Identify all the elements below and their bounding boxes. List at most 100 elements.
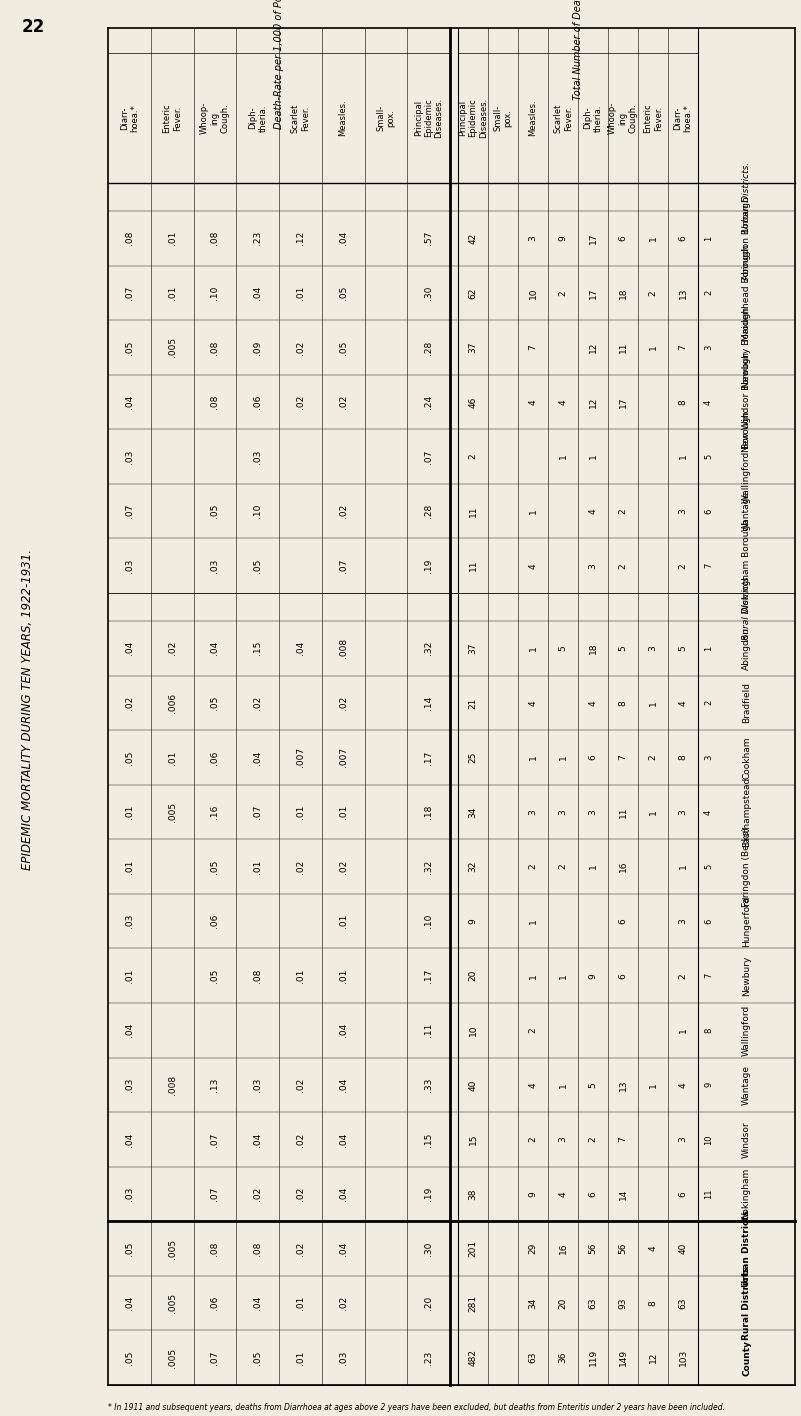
Text: 4: 4 <box>589 508 598 514</box>
Text: .07: .07 <box>211 1351 219 1365</box>
Text: Whoop-
ing
Cough.: Whoop- ing Cough. <box>608 102 638 135</box>
Text: .04: .04 <box>125 1133 134 1147</box>
Text: 9: 9 <box>558 235 567 241</box>
Text: .01: .01 <box>296 1296 305 1310</box>
Text: .007: .007 <box>296 748 305 767</box>
Text: .19: .19 <box>424 558 433 573</box>
Text: 8: 8 <box>649 1300 658 1306</box>
Text: 4: 4 <box>558 399 567 405</box>
Text: 3: 3 <box>678 809 687 814</box>
Text: .17: .17 <box>424 969 433 983</box>
Text: 62: 62 <box>469 287 477 299</box>
Text: .02: .02 <box>339 1296 348 1310</box>
Text: .02: .02 <box>339 860 348 874</box>
Text: .33: .33 <box>424 1078 433 1092</box>
Text: .01: .01 <box>125 860 134 874</box>
Text: .02: .02 <box>296 1133 305 1147</box>
Text: Abingdon Borough: Abingdon Borough <box>742 197 751 280</box>
Text: Bradfield: Bradfield <box>742 683 751 724</box>
Text: .04: .04 <box>339 1024 348 1038</box>
Text: .005: .005 <box>167 1293 177 1313</box>
Text: Rural Districts: Rural Districts <box>742 1266 751 1340</box>
Text: .07: .07 <box>424 449 433 464</box>
Text: .09: .09 <box>253 340 262 354</box>
Text: .02: .02 <box>296 395 305 409</box>
Text: .06: .06 <box>253 395 262 409</box>
Text: 1: 1 <box>649 344 658 350</box>
Text: 9: 9 <box>589 973 598 978</box>
Text: Wokingham Borough: Wokingham Borough <box>742 518 751 613</box>
Text: .007: .007 <box>339 748 348 767</box>
Text: .04: .04 <box>296 641 305 656</box>
Text: 9: 9 <box>704 1082 713 1087</box>
Text: 4: 4 <box>704 810 713 814</box>
Text: .08: .08 <box>211 395 219 409</box>
Text: .07: .07 <box>339 558 348 573</box>
Text: 10: 10 <box>704 1134 713 1144</box>
Text: Urban Districts: Urban Districts <box>742 1211 751 1287</box>
Text: 149: 149 <box>618 1349 627 1366</box>
Text: Wantage: Wantage <box>742 1065 751 1104</box>
Text: .24: .24 <box>424 395 433 409</box>
Text: 1: 1 <box>558 1082 567 1087</box>
Text: .008: .008 <box>167 1075 177 1095</box>
Text: .11: .11 <box>424 1024 433 1038</box>
Text: .01: .01 <box>167 231 177 245</box>
Text: 6: 6 <box>704 919 713 923</box>
Text: 6: 6 <box>704 508 713 514</box>
Text: 3: 3 <box>678 1137 687 1143</box>
Text: 13: 13 <box>678 287 687 299</box>
Text: .01: .01 <box>253 860 262 874</box>
Text: 2: 2 <box>529 1137 537 1143</box>
Text: .06: .06 <box>211 750 219 765</box>
Text: .01: .01 <box>167 750 177 765</box>
Text: 11: 11 <box>469 506 477 517</box>
Text: .04: .04 <box>339 231 348 245</box>
Text: Small-
pox.: Small- pox. <box>493 105 513 132</box>
Text: Principal
Epidemic
Diseases.: Principal Epidemic Diseases. <box>458 98 488 139</box>
Text: .02: .02 <box>253 695 262 709</box>
Text: Whoop-
ing
Cough.: Whoop- ing Cough. <box>200 102 230 135</box>
Text: 5: 5 <box>618 646 627 651</box>
Text: 4: 4 <box>529 1082 537 1087</box>
Text: Maidenhead Borough: Maidenhead Borough <box>742 245 751 341</box>
Text: .15: .15 <box>424 1133 433 1147</box>
Text: 8: 8 <box>678 399 687 405</box>
Text: Easthampstead: Easthampstead <box>742 777 751 847</box>
Text: .05: .05 <box>125 750 134 765</box>
Text: .07: .07 <box>125 504 134 518</box>
Text: 2: 2 <box>704 701 713 705</box>
Text: 34: 34 <box>469 806 477 817</box>
Text: .02: .02 <box>296 860 305 874</box>
Text: .01: .01 <box>339 913 348 929</box>
Text: 46: 46 <box>469 396 477 408</box>
Text: 1: 1 <box>649 1082 658 1087</box>
Text: .57: .57 <box>424 231 433 245</box>
Text: 201: 201 <box>469 1240 477 1257</box>
Text: .01: .01 <box>125 969 134 983</box>
Text: Cookham: Cookham <box>742 736 751 779</box>
Text: 6: 6 <box>618 973 627 978</box>
Text: .12: .12 <box>296 231 305 245</box>
Text: 4: 4 <box>589 700 598 705</box>
Text: .05: .05 <box>125 1351 134 1365</box>
Text: 1: 1 <box>558 453 567 459</box>
Text: .03: .03 <box>125 558 134 573</box>
Text: 13: 13 <box>618 1079 627 1090</box>
Text: .04: .04 <box>125 1024 134 1038</box>
Text: 8: 8 <box>704 1028 713 1034</box>
Text: .30: .30 <box>424 1242 433 1256</box>
Text: 4: 4 <box>678 1082 687 1087</box>
Text: Principal
Epidemic
Diseases.: Principal Epidemic Diseases. <box>414 98 444 139</box>
Text: 4: 4 <box>558 1191 567 1197</box>
Text: 1: 1 <box>529 973 537 978</box>
Text: .04: .04 <box>339 1187 348 1201</box>
Text: .005: .005 <box>167 1239 177 1259</box>
Text: .05: .05 <box>253 1351 262 1365</box>
Text: 1: 1 <box>649 809 658 814</box>
Text: Abingdon: Abingdon <box>742 627 751 670</box>
Text: 21: 21 <box>469 697 477 708</box>
Text: .18: .18 <box>424 804 433 820</box>
Text: Faringdon (Berks): Faringdon (Berks) <box>742 827 751 906</box>
Text: 4: 4 <box>529 700 537 705</box>
